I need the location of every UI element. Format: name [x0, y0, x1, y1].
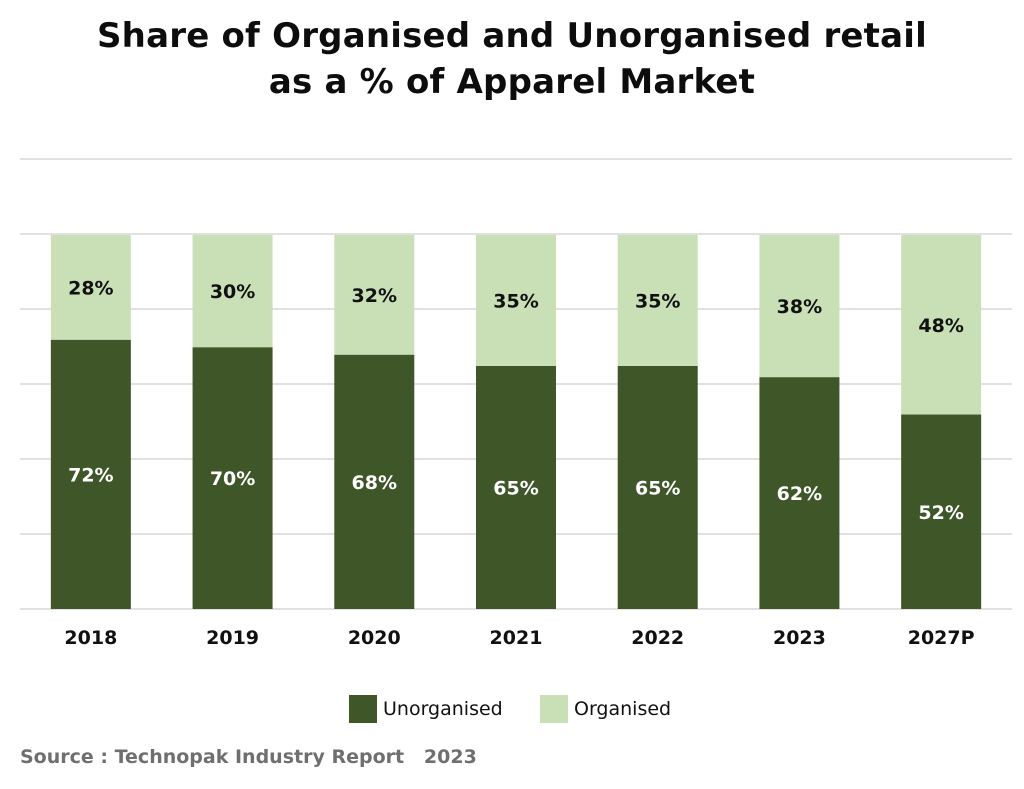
chart-title-line-2: as a % of Apparel Market: [268, 62, 756, 102]
data-label-unorganised-2019: 70%: [210, 468, 255, 490]
source-note: Source : Technopak Industry Report 2023: [20, 746, 477, 768]
data-label-unorganised-2022: 65%: [635, 477, 680, 499]
data-label-organised-2018: 28%: [68, 277, 113, 299]
data-label-unorganised-2020: 68%: [352, 472, 397, 494]
bar-organised-2018: [50, 235, 131, 340]
bar-organised-2022: [617, 235, 698, 366]
data-label-unorganised-2023: 62%: [777, 483, 822, 505]
legend-label-unorganised: Unorganised: [383, 698, 503, 720]
bar-unorganised-2023: [759, 377, 840, 609]
bar-unorganised-2018: [50, 339, 131, 609]
data-label-organised-2020: 32%: [352, 285, 397, 307]
data-label-unorganised-2021: 65%: [493, 477, 538, 499]
x-tick-label-2023: 2023: [773, 627, 826, 649]
x-tick-label-2019: 2019: [206, 627, 259, 649]
bar-organised-2019: [192, 235, 273, 348]
legend: Unorganised Organised: [0, 694, 1024, 724]
x-tick-label-2027P: 2027P: [908, 627, 975, 649]
x-tick-label-2020: 2020: [348, 627, 401, 649]
bar-organised-2021: [476, 235, 556, 366]
bar-unorganised-2020: [334, 354, 415, 609]
bar-unorganised-2021: [476, 365, 556, 609]
data-label-organised-2023: 38%: [777, 296, 822, 318]
data-label-organised-2019: 30%: [210, 281, 255, 303]
chart-title-line-1: Share of Organised and Unorganised retai…: [97, 16, 927, 56]
legend-label-organised: Organised: [574, 698, 672, 720]
legend-item-organised: Organised: [540, 694, 671, 724]
x-tick-label-2021: 2021: [490, 627, 543, 649]
legend-item-unorganised: Unorganised: [349, 694, 503, 724]
data-label-unorganised-2027P: 52%: [918, 502, 963, 524]
bar-organised-2027P: [901, 235, 982, 415]
legend-swatch-unorganised: [349, 695, 377, 723]
stacked-bar-chart: 72% 28% 2018 70% 30% 2019 68% 32% 2020 65% 35% 2021…: [20, 158, 1012, 649]
data-label-organised-2027P: 48%: [918, 315, 963, 337]
data-label-unorganised-2018: 72%: [68, 464, 113, 486]
data-label-organised-2021: 35%: [493, 290, 538, 312]
x-tick-label-2018: 2018: [64, 627, 117, 649]
legend-swatch-organised: [540, 695, 568, 723]
data-label-organised-2022: 35%: [635, 290, 680, 312]
bar-unorganised-2019: [192, 347, 273, 609]
x-tick-label-2022: 2022: [631, 627, 684, 649]
bar-unorganised-2027P: [901, 414, 982, 609]
bar-organised-2023: [759, 235, 840, 378]
bar-unorganised-2022: [617, 365, 698, 609]
bar-organised-2020: [334, 235, 415, 355]
